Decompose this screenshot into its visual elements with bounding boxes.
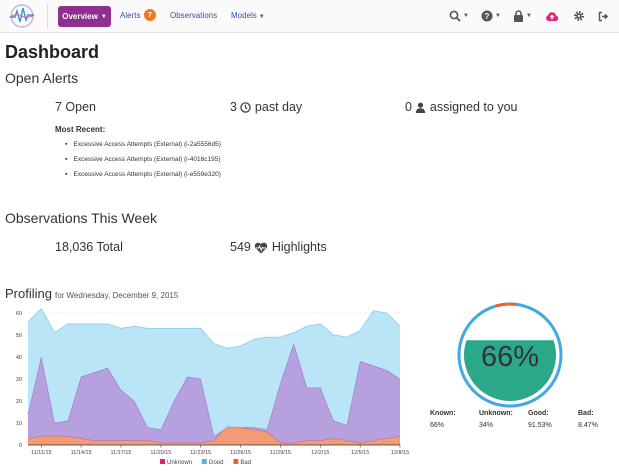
stat-bad-value: 8.47% [578, 422, 598, 429]
x-tick-label: 11/20/15 [150, 450, 171, 456]
help-icon: ? [481, 10, 493, 22]
highlights-stat: 549 Highlights [230, 240, 327, 254]
lock-icon [514, 10, 523, 22]
chevron-down-icon: ▼ [258, 14, 265, 20]
chevron-down-icon: ▼ [495, 13, 501, 19]
stat-bad: Bad: 8.47% [578, 410, 598, 429]
known-percentage-gauge: 66% [457, 302, 563, 408]
legend-label-bad: Bad [240, 460, 251, 466]
x-tick-label: 11/17/15 [110, 450, 131, 456]
stat-unknown: Unknown: 34% [479, 410, 513, 429]
nav-models-label: Models [231, 11, 257, 20]
area-unknown [28, 308, 400, 437]
gauge-accent-arc [495, 302, 517, 308]
nav-alerts-link[interactable]: Alerts [120, 11, 141, 20]
recent-alert-item[interactable]: Excessive Access Attempts (External) (i-… [65, 171, 220, 178]
stat-good-key: Good: [528, 410, 549, 417]
gear-icon [574, 11, 584, 21]
profiling-title: Profiling [5, 286, 52, 301]
gauge-value-label: 66% [481, 341, 539, 373]
profiling-area-chart: 0 10 20 30 40 50 60 11/11/15 11/14/15 11/17/15 11/… [16, 308, 409, 466]
open-alerts-count: 7 Open [55, 100, 97, 114]
y-tick-label: 0 [19, 443, 22, 449]
chevron-down-icon: ▼ [526, 13, 532, 19]
settings-button[interactable] [573, 8, 585, 24]
series-line-unknown [27, 308, 401, 349]
stat-unknown-value: 34% [479, 422, 494, 429]
past-day-label: past day [254, 100, 303, 114]
x-tick-label: 11/26/15 [230, 450, 251, 456]
x-tick-label: 11/29/15 [270, 450, 291, 456]
lock-dropdown[interactable]: ▼ [513, 8, 532, 24]
legend-swatch-bad [233, 459, 239, 464]
x-tick-label: 12/5/15 [351, 450, 369, 456]
most-recent-label: Most Recent: [55, 125, 106, 134]
recent-alert-item[interactable]: Excessive Access Attempts (External) (i-… [65, 141, 220, 148]
app-logo[interactable] [6, 3, 38, 29]
assigned-label: assigned to you [429, 100, 518, 114]
y-tick-label: 20 [16, 399, 22, 405]
search-icon [449, 10, 461, 22]
help-dropdown[interactable]: ? ▼ [481, 8, 501, 24]
x-tick-label: 11/11/15 [31, 450, 52, 456]
stat-good: Good: 91.53% [528, 410, 552, 429]
chevron-down-icon: ▼ [463, 13, 469, 19]
chevron-down-icon: ▼ [100, 13, 107, 20]
alerts-count-badge: 7 [144, 9, 156, 21]
stat-unknown-key: Unknown: [479, 410, 513, 417]
y-tick-label: 30 [16, 377, 22, 383]
y-tick-label: 50 [16, 333, 22, 339]
nav-models-dropdown[interactable]: Models ▼ [231, 11, 265, 20]
past-day-count: 3 [230, 100, 237, 114]
x-tick-label: 11/14/15 [71, 450, 92, 456]
observations-heading: Observations This Week [5, 210, 157, 226]
search-dropdown[interactable]: ▼ [449, 8, 469, 24]
y-tick-label: 60 [16, 311, 22, 317]
y-tick-label: 40 [16, 355, 22, 361]
legend-swatch-unknown [160, 459, 165, 464]
nav-divider [47, 4, 48, 29]
legend-label-good: Good [209, 460, 224, 466]
user-icon [416, 102, 426, 114]
y-tick-label: 10 [16, 421, 22, 427]
stat-known-key: Known: [430, 410, 456, 417]
navbar: Overview ▼ Alerts 7 Observations Models ▼ … [0, 0, 619, 33]
x-tick-label: 11/23/15 [190, 450, 211, 456]
area-good [28, 343, 400, 443]
assigned-count: 0 [405, 100, 412, 114]
page-title: Dashboard [5, 42, 100, 62]
logout-button[interactable] [598, 8, 609, 24]
heartbeat-icon [255, 242, 268, 254]
nav-overview-label: Overview [62, 12, 98, 21]
legend-swatch-good [201, 459, 207, 464]
logout-icon [598, 11, 609, 21]
x-tick-label: 12/8/15 [391, 450, 409, 456]
stat-good-value: 91.53% [528, 422, 552, 429]
highlights-count: 549 [230, 240, 251, 254]
upload-button[interactable] [545, 8, 559, 24]
stat-known: Known: 66% [430, 410, 456, 429]
legend-label-unknown: Unknown [167, 460, 192, 466]
profiling-heading: Profiling for Wednesday, December 9, 2015 [5, 286, 178, 301]
stat-known-value: 66% [430, 422, 445, 429]
recent-alert-item[interactable]: Excessive Access Attempts (External) (i-… [65, 156, 220, 163]
svg-text:?: ? [485, 12, 490, 21]
clock-icon [240, 102, 252, 113]
open-alerts-heading: Open Alerts [5, 70, 79, 86]
assigned-stat: 0 assigned to you [405, 100, 517, 114]
highlights-label: Highlights [271, 240, 327, 254]
gauge-fill [464, 340, 556, 402]
observations-total: 18,036 Total [55, 240, 123, 254]
nav-overview-button[interactable]: Overview ▼ [58, 6, 111, 27]
nav-observations-link[interactable]: Observations [170, 11, 218, 20]
past-day-stat: 3 past day [230, 100, 302, 114]
cloud-upload-icon [546, 11, 559, 21]
profiling-subtitle: for Wednesday, December 9, 2015 [54, 291, 179, 300]
stat-bad-key: Bad: [578, 410, 594, 417]
x-tick-label: 12/2/15 [311, 450, 329, 456]
